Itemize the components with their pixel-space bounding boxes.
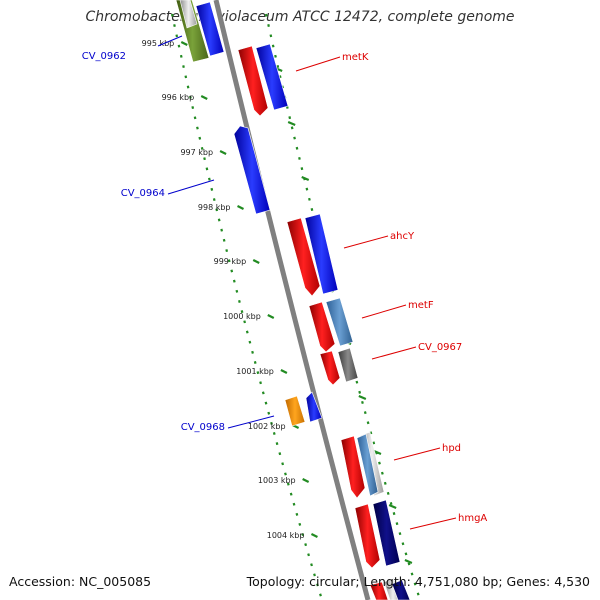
gene-block-cv0964[interactable] [233, 125, 271, 215]
gene-block-light[interactable] [179, 0, 198, 29]
gene-block-hmga-red[interactable] [354, 503, 381, 569]
gene-block-metk-blue[interactable] [255, 43, 289, 111]
tick-mark [302, 478, 310, 483]
tick-label: 1004 kbp [267, 531, 305, 540]
genome-backbone [213, 0, 371, 600]
tick-mark [267, 314, 275, 319]
tick-label: 1002 kbp [248, 422, 286, 431]
tick-label: 999 kbp [214, 257, 247, 266]
gene-block-hpd-steel[interactable] [356, 433, 379, 497]
gene-callout-line [157, 35, 183, 47]
gene-label[interactable]: hmgA [458, 513, 487, 524]
tick-label: 995 kbp [142, 39, 175, 48]
gene-block-cv0968-blue[interactable] [305, 391, 323, 423]
gene-callout-line [393, 447, 441, 461]
gene-block-hpd-red[interactable] [340, 435, 366, 499]
gene-callout-line [167, 179, 215, 195]
tick-mark [180, 41, 188, 46]
tick-mark [287, 120, 296, 127]
genome-stats: Topology: circular; Length: 4,751,080 bp… [246, 574, 590, 589]
tick-label: 996 kbp [162, 93, 195, 102]
gene-callout-line [227, 415, 275, 429]
gene-block-hmga-navy[interactable] [372, 499, 401, 567]
gene-block-metf-steel[interactable] [325, 297, 354, 347]
gene-label[interactable]: CV_0968 [181, 422, 225, 433]
gene-label[interactable]: metF [408, 300, 434, 311]
gene-callout-line [343, 235, 389, 249]
gene-callout-line [371, 346, 417, 360]
gene-block-ahcy-blue[interactable] [304, 213, 339, 295]
gene-label[interactable]: hpd [442, 443, 461, 454]
accession-label: Accession: NC_005085 [9, 574, 152, 589]
tick-mark [252, 259, 260, 264]
gene-block-metf-red[interactable] [308, 301, 336, 353]
left-ruler-track [170, 13, 324, 600]
tick-mark [280, 369, 288, 374]
tick-mark [301, 175, 310, 182]
gene-callout-line [409, 517, 457, 530]
tick-label: 997 kbp [180, 148, 213, 157]
tick-mark [373, 449, 382, 456]
tick-mark [358, 394, 367, 401]
gene-block-cv0967-gray[interactable] [337, 347, 359, 383]
tick-mark [219, 150, 227, 155]
gene-label[interactable]: metK [342, 52, 369, 63]
tick-label: 1003 kbp [258, 476, 296, 485]
tick-label: 1001 kbp [236, 367, 274, 376]
gene-block-bottom-red[interactable] [369, 581, 389, 600]
tick-mark [310, 533, 318, 538]
gene-label[interactable]: CV_0964 [121, 188, 165, 199]
gene-block-cv0967-red[interactable] [319, 350, 341, 386]
gene-block-cv0968-orange[interactable] [284, 395, 306, 427]
tick-mark [200, 95, 208, 100]
tick-mark [237, 205, 245, 210]
tick-mark [388, 503, 397, 510]
gene-callout-line [295, 56, 341, 72]
tick-label: 1000 kbp [223, 312, 261, 321]
gene-block-cv0962[interactable] [195, 1, 225, 57]
gene-label[interactable]: CV_0967 [418, 342, 462, 353]
gene-block-metk-red[interactable] [237, 45, 269, 117]
gene-block-ahcy-red[interactable] [286, 217, 321, 297]
gene-callout-line [361, 304, 407, 319]
tick-mark [404, 558, 413, 565]
gene-label[interactable]: CV_0962 [82, 51, 126, 62]
gene-block-bottom-blue[interactable] [391, 579, 411, 600]
tick-label: 998 kbp [198, 203, 231, 212]
gene-label[interactable]: ahcY [390, 231, 415, 242]
